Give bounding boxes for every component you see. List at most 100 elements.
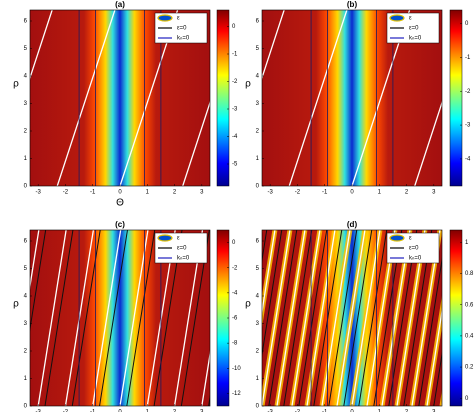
y-tick-label: 0 (24, 404, 28, 410)
white-line (119, 230, 149, 406)
y-tick-label: 2 (256, 349, 260, 355)
y-tick-label: 5 (24, 46, 28, 52)
panel-label: (a) (115, 0, 125, 9)
contour (262, 230, 283, 358)
panel: -3 -2 -1 0 1 2 3 0 1 2 3 4 5 6 (b) ρ ε ε=0 kₙ=0 0 -1 -2 -3 -4 (0, 0, 471, 196)
y-tick-label: 1 (24, 156, 28, 162)
colorbar-tick-label: 0 (232, 240, 236, 246)
contour (464, 230, 474, 406)
white-line (351, 230, 381, 406)
white-line (262, 10, 285, 80)
x-tick-label: 2 (173, 190, 177, 196)
y-tick-label: 5 (24, 266, 28, 272)
legend-label: ε=0 (409, 246, 419, 252)
colorbar-tick-label: -2 (232, 265, 238, 271)
contour (283, 230, 313, 406)
colorbar-tick-label: -4 (232, 290, 238, 296)
colorbar (449, 229, 463, 407)
x-tick-label: -2 (63, 410, 69, 412)
contour (328, 230, 358, 406)
x-tick-label: 2 (173, 410, 177, 412)
y-tick-label: 2 (256, 129, 260, 135)
x-tick-label: -1 (322, 190, 328, 196)
white-line (336, 230, 366, 406)
legend-label: kₙ=0 (409, 36, 422, 42)
x-tick-label: -3 (268, 410, 274, 412)
colorbar-tick-label: 0.6 (465, 302, 474, 308)
x-tick-label: -2 (295, 190, 301, 196)
y-tick-label: 5 (256, 46, 260, 52)
x-tick-label: 3 (200, 190, 204, 196)
legend-swatch (389, 234, 405, 242)
white-line (56, 10, 116, 186)
white-line (426, 307, 442, 406)
white-line (201, 350, 210, 406)
y-tick-label: 0 (256, 404, 260, 410)
y-axis-label: ρ (245, 79, 251, 90)
y-tick-label: 1 (24, 376, 28, 382)
x-tick-label: 0 (118, 190, 122, 196)
x-tick-label: -3 (36, 190, 42, 196)
y-tick-label: 6 (24, 19, 28, 25)
white-line (30, 10, 53, 80)
y-tick-label: 3 (256, 101, 260, 107)
colorbar-tick-label: -4 (232, 134, 238, 140)
legend-label: ε=0 (177, 246, 187, 252)
x-tick-label: 3 (200, 410, 204, 412)
colorbar-tick-label: -2 (232, 79, 238, 85)
panel: -3-2-101230123456(d)Θρεε=0kₙ=010.80.60.4… (245, 220, 474, 412)
white-line (288, 10, 348, 186)
legend-label: ε (409, 16, 412, 22)
legend-label: kₙ=0 (177, 36, 190, 42)
white-line (262, 230, 276, 316)
white-line (92, 230, 122, 406)
y-tick-label: 0 (256, 184, 260, 190)
legend-label: ε=0 (409, 26, 419, 32)
contour (126, 230, 156, 406)
y-tick-label: 2 (24, 349, 28, 355)
white-line (321, 230, 351, 406)
colorbar-tick-label: -10 (232, 366, 241, 372)
x-tick-label: 1 (146, 190, 150, 196)
y-tick-label: 6 (256, 239, 260, 245)
white-line (306, 230, 336, 406)
legend-label: ε=0 (177, 26, 187, 32)
x-tick-label: 2 (405, 190, 409, 196)
contour (236, 230, 264, 406)
y-axis-label: ρ (245, 299, 251, 310)
y-tick-label: 4 (256, 294, 260, 300)
x-tick-label: 1 (146, 410, 150, 412)
colorbar (216, 9, 230, 187)
white-line (0, 10, 33, 186)
x-tick-label: 3 (432, 190, 436, 196)
x-tick-label: 1 (378, 190, 382, 196)
panel-label: (d) (347, 220, 358, 229)
y-tick-label: 4 (256, 74, 260, 80)
x-tick-label: 0 (350, 190, 354, 196)
y-tick-label: 6 (256, 19, 260, 25)
x-tick-label: -2 (295, 410, 301, 412)
colorbar-tick-label: -6 (232, 316, 238, 322)
legend-swatch (157, 234, 173, 242)
x-tick-label: 1 (378, 410, 382, 412)
colorbar-tick-label: 0 (232, 24, 236, 30)
colorbar-tick-label: -4 (465, 157, 471, 163)
contour (44, 230, 74, 406)
contour (343, 230, 373, 406)
contour (30, 230, 47, 332)
y-tick-label: 3 (24, 321, 28, 327)
legend-label: kₙ=0 (409, 256, 422, 262)
x-axis-label: Θ (116, 198, 124, 209)
panel: -3 -2 -1 0 1 2 3 0 1 2 3 4 5 6 (a) Θρ ε ε=0 kₙ=0 0 -1 -2 -3 -4 -… (13, 0, 238, 209)
colorbar-tick-label: -3 (465, 123, 471, 129)
colorbar-tick-label: 0.4 (465, 333, 474, 339)
panel-label: (b) (347, 0, 358, 9)
x-tick-label: 0 (118, 410, 122, 412)
legend-label: ε (177, 16, 180, 22)
contour (268, 230, 298, 406)
x-tick-label: -2 (63, 190, 69, 196)
white-line (0, 230, 12, 406)
y-tick-label: 3 (256, 321, 260, 327)
y-tick-label: 0 (24, 184, 28, 190)
colorbar-tick-label: -1 (232, 52, 238, 58)
